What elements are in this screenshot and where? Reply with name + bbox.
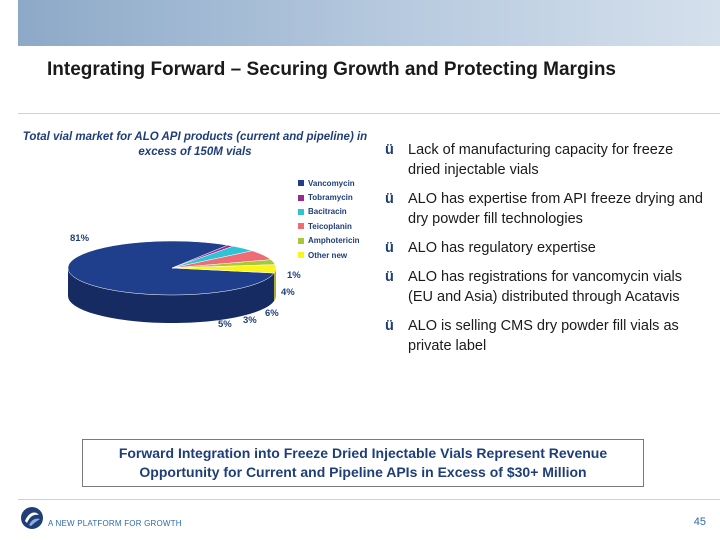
pie-slice-vancomycin: [67, 240, 275, 296]
checkmark-icon: ü: [385, 318, 394, 334]
company-logo: A NEW PLATFORM FOR GROWTH: [20, 506, 182, 530]
swirl-logo-icon: [21, 507, 43, 529]
legend-item: Teicoplanin: [298, 219, 360, 233]
checkmark-icon: ü: [385, 142, 394, 158]
bullet-text: ALO has expertise from API freeze drying…: [408, 191, 703, 227]
legend-label: Teicoplanin: [308, 221, 352, 231]
chart-title: Total vial market for ALO API products (…: [22, 131, 368, 158]
checkmark-icon: ü: [385, 269, 394, 285]
legend-swatch: [298, 208, 304, 215]
checkmark-icon: ü: [385, 240, 394, 256]
callout-box: Forward Integration into Freeze Dried In…: [82, 439, 644, 487]
checkmark-icon: ü: [385, 191, 394, 207]
legend-swatch: [298, 252, 304, 259]
data-label-teicoplanin: 6%: [265, 308, 279, 319]
legend-item: Tobramycin: [298, 190, 360, 204]
page-number: 45: [693, 516, 706, 528]
legend-swatch: [298, 223, 304, 230]
bullet-item: ü ALO has registrations for vancomycin vi…: [385, 267, 705, 307]
legend-label: Amphotericin: [308, 236, 360, 246]
footer-divider: [18, 499, 720, 500]
data-label-vancomycin: 81%: [70, 233, 90, 244]
legend-swatch: [298, 194, 304, 201]
legend-item: Amphotericin: [298, 234, 360, 248]
data-label-other-new: 5%: [218, 319, 232, 330]
pie-side-vancomycin: [68, 268, 275, 323]
legend-item: Other new: [298, 248, 360, 262]
pie-top: [67, 240, 277, 296]
bullet-item: ü Lack of manufacturing capacity for free…: [385, 140, 705, 180]
legend-item: Bacitracin: [298, 205, 360, 219]
bullet-text: Lack of manufacturing capacity for freez…: [408, 142, 674, 178]
slide-title: Integrating Forward – Securing Growth an…: [47, 59, 616, 80]
legend-label: Bacitracin: [308, 207, 347, 217]
bullet-text: ALO has registrations for vancomycin via…: [408, 269, 682, 305]
legend-label: Tobramycin: [308, 193, 353, 203]
logo-tagline: A NEW PLATFORM FOR GROWTH: [48, 518, 182, 528]
data-label-tobramycin: 1%: [287, 270, 301, 281]
legend-label: Vancomycin: [308, 178, 355, 188]
legend-swatch: [298, 237, 304, 244]
data-label-amphotericin: 3%: [243, 315, 257, 326]
legend-item: Vancomycin: [298, 176, 360, 190]
pie-side-other-new: [274, 268, 276, 302]
bullet-text: ALO has regulatory expertise: [408, 240, 596, 256]
pie-sides: [68, 268, 276, 323]
bullet-list: ü Lack of manufacturing capacity for free…: [385, 140, 705, 365]
bullet-item: ü ALO has expertise from API freeze dryin…: [385, 189, 705, 229]
bullet-item: ü ALO is selling CMS dry powder fill vial…: [385, 316, 705, 356]
bullet-text: ALO is selling CMS dry powder fill vials…: [408, 318, 679, 354]
legend-swatch: [298, 180, 304, 187]
header-bar: [18, 0, 720, 46]
chart-legend: Vancomycin Tobramycin Bacitracin Teicopl…: [298, 176, 360, 262]
legend-label: Other new: [308, 250, 348, 260]
bullet-item: ü ALO has regulatory expertise: [385, 238, 705, 258]
pie-slice-other-new: [171, 264, 277, 274]
title-divider: [18, 113, 720, 114]
callout-text: Forward Integration into Freeze Dried In…: [118, 445, 608, 480]
data-label-bacitracin: 4%: [281, 287, 295, 298]
